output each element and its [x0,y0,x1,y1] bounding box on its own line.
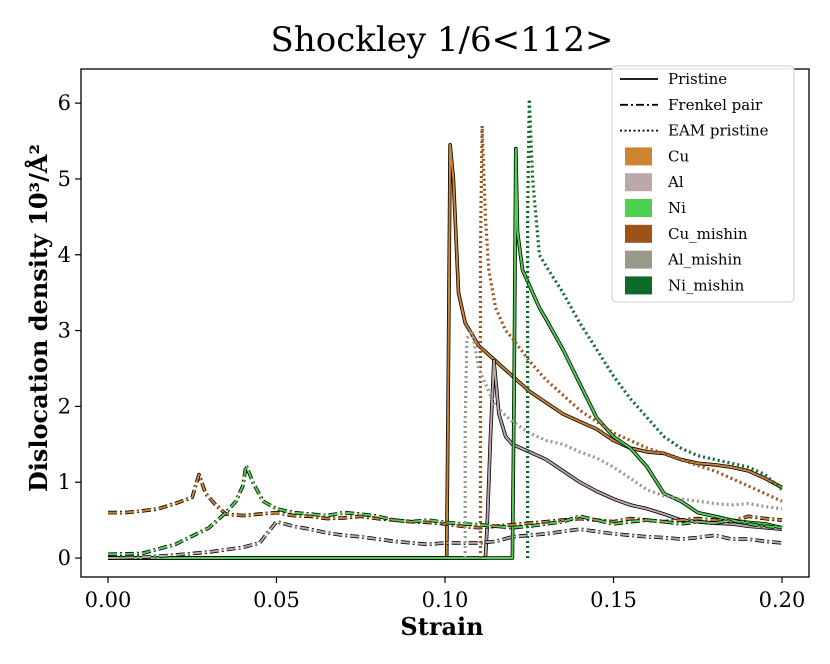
legend: Pristine Frenkel pair EAM pristine Cu Al Ni Cu… [611,65,795,303]
y-tick-label: 2 [58,394,71,418]
series-cu-frenkel-pair [108,472,783,530]
legend-color-swatch [625,173,652,192]
legend-label: Cu_mishin [668,225,748,243]
legend-item-pristine: Pristine [620,70,727,88]
series-line-al-mishin-eam-pristine [463,329,783,558]
series-line-cu-pristine [108,143,783,559]
x-tick-label: 0.15 [590,588,637,612]
legend-label: Ni [668,199,686,217]
legend-label: Pristine [668,70,727,88]
series-cu-pristine [108,143,783,560]
legend-item-eam-pristine: EAM pristine [620,122,769,140]
legend-label: Frenkel pair [668,96,763,114]
legend-item-frenkel-pair: Frenkel pair [620,96,763,114]
legend-item-ni: Ni [625,199,686,217]
legend-label: Al [667,173,684,191]
y-tick-label: 4 [58,243,71,267]
y-tick-label: 3 [58,319,71,343]
legend-item-al: Al [625,173,684,192]
series-line-cu-mishin-eam-pristine [478,124,783,558]
legend-box [611,65,795,303]
legend-item-cu-mishin: Cu_mishin [625,224,748,243]
series-ni-frenkel-pair [107,463,783,557]
series-layer [107,97,784,560]
legend-item-cu: Cu [625,147,689,166]
legend-color-swatch [625,224,652,243]
series-al-mishin-eam-pristine [463,329,783,558]
y-tick-label: 1 [58,470,71,494]
x-axis-label: Strain [400,612,483,641]
legend-item-al-mishin: Al_mishin [625,250,742,269]
x-tick-label: 0.05 [253,588,300,612]
series-line-ni-frenkel-pair [107,464,783,556]
legend-color-swatch [625,147,652,166]
x-tick-label: 0.10 [422,588,469,612]
y-tick-label: 0 [58,546,71,570]
y-axis-label: Dislocation density 10³/Å² [24,144,53,492]
legend-label: Ni_mishin [668,276,745,294]
series-line-ni-mishin-eam-pristine [526,97,784,558]
series-line-cu-frenkel-pair [108,473,783,529]
legend-color-swatch [625,276,652,295]
y-tick-label: 6 [58,91,71,115]
legend-item-ni-mishin: Ni_mishin [625,276,745,295]
series-cu-mishin-eam-pristine [478,124,783,558]
y-tick-label: 5 [58,167,71,191]
series-ni-mishin-eam-pristine [526,97,784,558]
series-line-ni-pristine [108,147,783,559]
legend-label: Al_mishin [667,251,742,269]
legend-color-swatch [625,250,652,269]
legend-color-swatch [625,199,652,217]
legend-label: EAM pristine [668,122,769,140]
x-tick-label: 0.20 [759,588,806,612]
x-axis-ticks: 0.00 0.05 0.10 0.15 0.20 [85,577,806,612]
series-ni-pristine [108,146,783,560]
x-tick-label: 0.00 [85,588,132,612]
chart-title: Shockley 1/6<112> [271,20,614,60]
legend-label: Cu [668,147,689,165]
y-axis-ticks: 0 1 2 3 4 5 6 [58,91,81,570]
